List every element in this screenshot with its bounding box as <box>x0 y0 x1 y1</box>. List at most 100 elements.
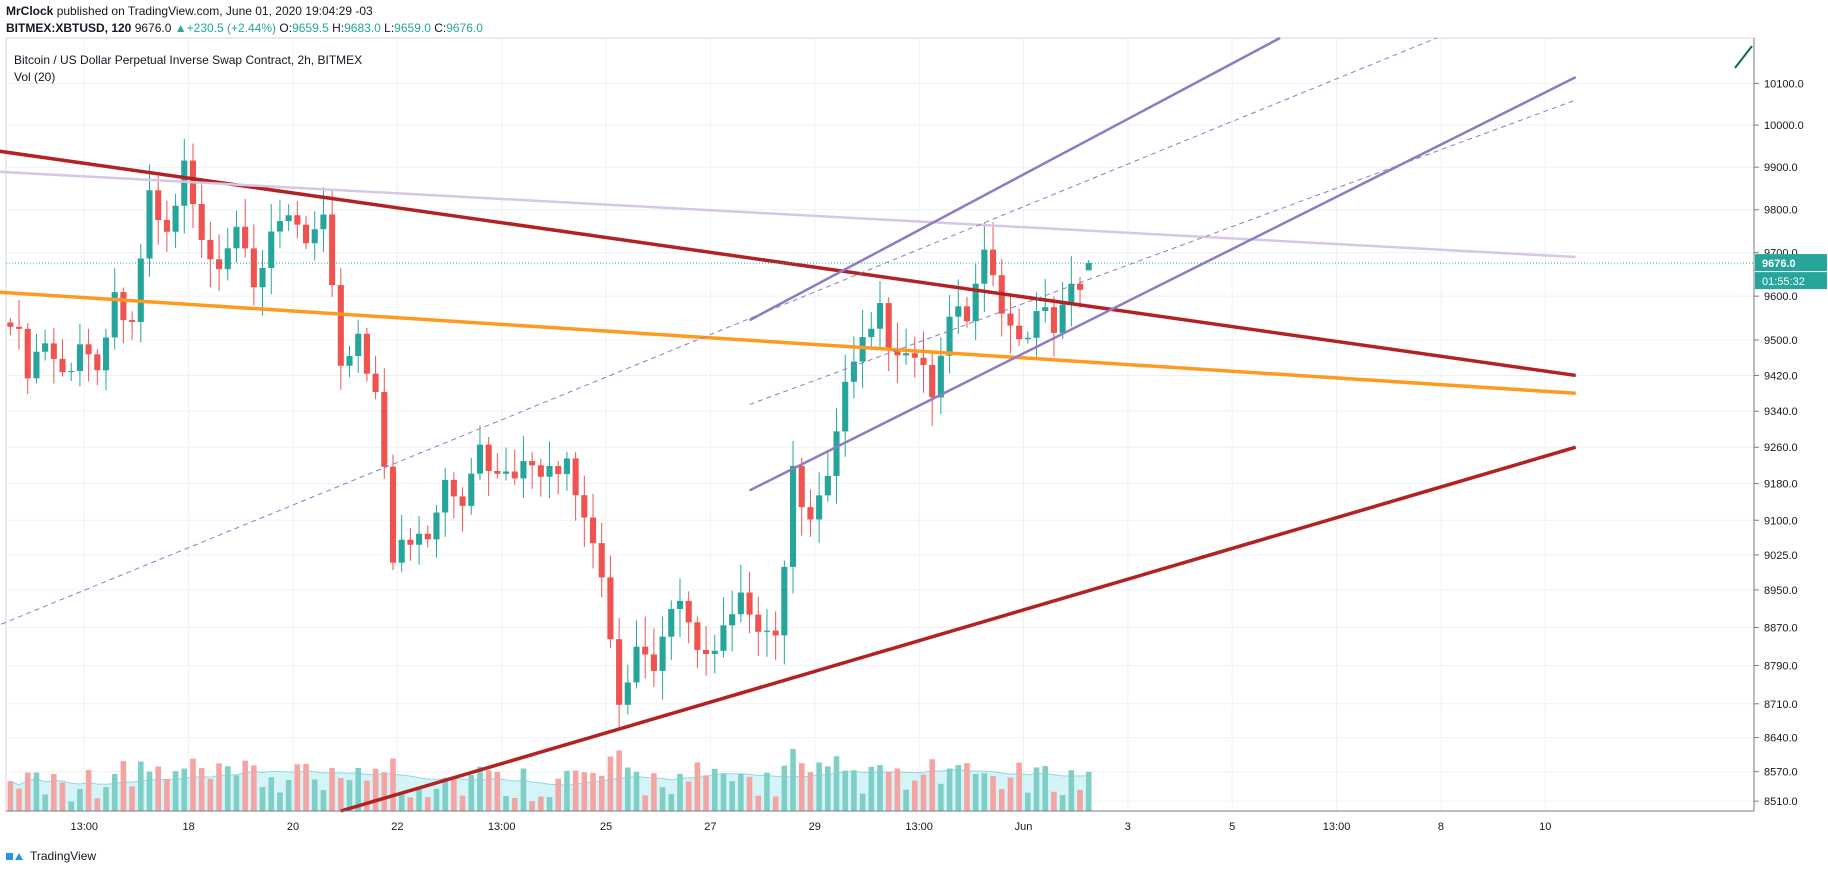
candle-body[interactable] <box>450 479 457 497</box>
candle-body[interactable] <box>346 355 353 366</box>
candle-body[interactable] <box>868 328 875 338</box>
candle-body[interactable] <box>798 465 805 508</box>
trendline-lilac-resistance[interactable] <box>0 170 1576 259</box>
candle-body[interactable] <box>581 495 588 518</box>
candles[interactable] <box>7 138 1092 729</box>
candle-body[interactable] <box>633 646 640 683</box>
candle-body[interactable] <box>442 479 449 513</box>
candle-body[interactable] <box>563 458 570 475</box>
price-axis[interactable]: 10100.010000.09900.09800.09700.09600.095… <box>1753 38 1827 811</box>
symbol-label[interactable]: BITMEX:XBTUSD, 120 <box>6 21 132 35</box>
candle-body[interactable] <box>129 320 136 322</box>
candle-body[interactable] <box>911 353 918 358</box>
candle-body[interactable] <box>337 285 344 366</box>
candle-body[interactable] <box>920 357 927 365</box>
candle-body[interactable] <box>1076 283 1084 290</box>
candle-body[interactable] <box>372 373 379 393</box>
candle-body[interactable] <box>685 600 692 623</box>
candle-body[interactable] <box>407 539 414 545</box>
candle-body[interactable] <box>850 361 857 382</box>
candle-body[interactable] <box>694 622 701 650</box>
trendline-red-rising-support[interactable] <box>340 445 1577 813</box>
candle-body[interactable] <box>772 630 779 636</box>
candle-body[interactable] <box>363 333 370 374</box>
trendline-red-resistance[interactable] <box>0 149 1576 378</box>
candle-body[interactable] <box>389 466 397 563</box>
candle-body[interactable] <box>972 283 979 322</box>
candle-body[interactable] <box>155 190 162 220</box>
candle-body[interactable] <box>76 344 83 372</box>
candle-body[interactable] <box>1033 311 1040 338</box>
candle-body[interactable] <box>572 458 579 496</box>
candle-body[interactable] <box>589 517 597 544</box>
candle-body[interactable] <box>929 364 936 398</box>
candle-body[interactable] <box>816 495 823 520</box>
candle-body[interactable] <box>598 543 605 578</box>
candle-body[interactable] <box>85 344 92 355</box>
candle-body[interactable] <box>546 465 553 477</box>
candle-body[interactable] <box>520 461 527 479</box>
candle-body[interactable] <box>668 609 675 637</box>
trendline-long-dashed[interactable] <box>0 37 1437 628</box>
candle-body[interactable] <box>1085 263 1092 271</box>
candle-body[interactable] <box>981 249 988 284</box>
candle-body[interactable] <box>529 461 536 466</box>
candle-body[interactable] <box>676 600 684 610</box>
candle-body[interactable] <box>216 259 223 270</box>
candle-body[interactable] <box>503 471 510 474</box>
candle-body[interactable] <box>311 229 318 244</box>
trendlines[interactable] <box>0 36 1754 813</box>
candle-body[interactable] <box>33 351 40 379</box>
candle-body[interactable] <box>102 337 110 371</box>
candle-body[interactable] <box>120 292 127 321</box>
trendline-orange-support[interactable] <box>0 290 1576 396</box>
candle-body[interactable] <box>433 512 440 540</box>
candle-body[interactable] <box>146 190 153 259</box>
candle-body[interactable] <box>476 444 484 474</box>
candle-body[interactable] <box>259 267 266 288</box>
candle-body[interactable] <box>711 650 718 655</box>
candle-body[interactable] <box>755 614 762 632</box>
candle-body[interactable] <box>268 231 275 268</box>
candle-body[interactable] <box>294 215 301 225</box>
candle-body[interactable] <box>137 258 144 322</box>
candle-body[interactable] <box>824 475 831 496</box>
candle-body[interactable] <box>355 333 362 356</box>
candle-body[interactable] <box>903 353 910 356</box>
candle-body[interactable] <box>468 473 475 506</box>
candle-body[interactable] <box>703 649 710 655</box>
candle-body[interactable] <box>68 371 75 373</box>
candle-body[interactable] <box>885 303 892 350</box>
candle-body[interactable] <box>381 392 388 467</box>
candle-body[interactable] <box>1007 313 1014 326</box>
candle-body[interactable] <box>1024 337 1031 340</box>
candle-body[interactable] <box>607 577 614 640</box>
candle-body[interactable] <box>233 226 240 249</box>
publisher-name[interactable]: MrClock <box>6 4 54 18</box>
candle-body[interactable] <box>224 248 231 270</box>
candle-body[interactable] <box>729 614 736 626</box>
candle-body[interactable] <box>163 219 170 232</box>
candle-body[interactable] <box>285 215 292 222</box>
candle-body[interactable] <box>963 306 971 322</box>
candle-body[interactable] <box>511 471 518 479</box>
candle-body[interactable] <box>990 249 997 276</box>
candle-body[interactable] <box>329 214 336 286</box>
candle-body[interactable] <box>459 496 466 506</box>
candle-body[interactable] <box>842 381 849 432</box>
candle-body[interactable] <box>16 326 23 329</box>
candle-body[interactable] <box>1068 283 1075 305</box>
candle-body[interactable] <box>650 654 657 671</box>
time-axis[interactable]: 13:00 18 20 22 13:00 25 27 29 13:00 Jun 3 5 13:00 8 10 <box>6 810 1754 833</box>
candle-body[interactable] <box>42 343 49 352</box>
candle-body[interactable] <box>859 337 866 362</box>
candle-body[interactable] <box>894 349 901 356</box>
candle-body[interactable] <box>424 533 431 540</box>
candle-body[interactable] <box>937 355 944 398</box>
candle-body[interactable] <box>172 205 179 232</box>
candle-body[interactable] <box>833 431 840 476</box>
candle-body[interactable] <box>398 539 405 563</box>
candle-body[interactable] <box>24 328 31 379</box>
candle-body[interactable] <box>737 592 744 615</box>
